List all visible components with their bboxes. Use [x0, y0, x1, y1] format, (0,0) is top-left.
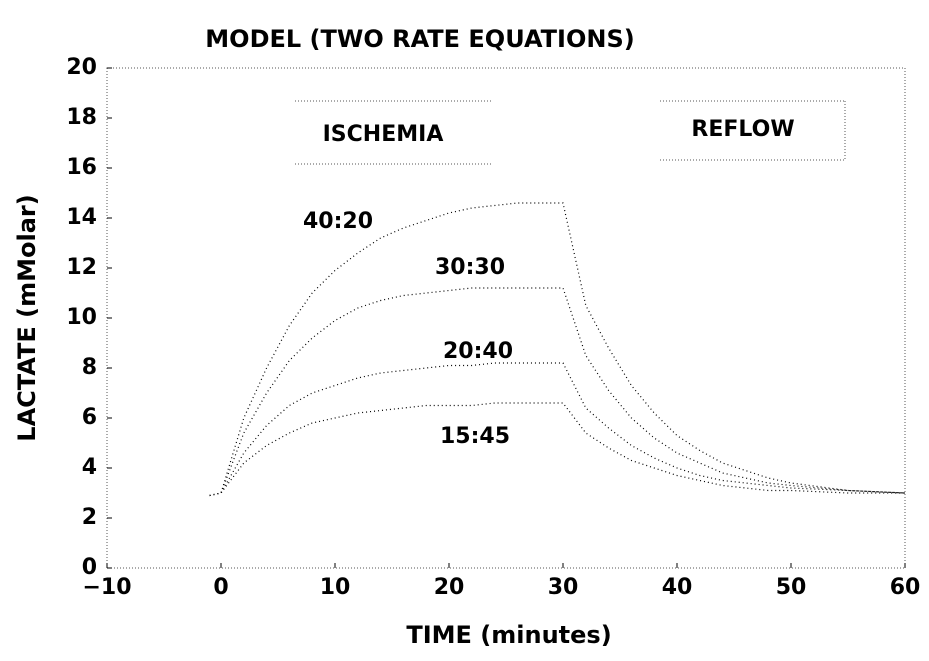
series-line — [209, 402, 905, 497]
series-label: 20:40 — [443, 339, 513, 364]
x-tick-label: 10 — [320, 575, 351, 600]
series-label: 40:20 — [303, 209, 373, 234]
series-label: 15:45 — [440, 424, 510, 449]
y-tick-label: 2 — [82, 505, 97, 530]
series-line — [209, 287, 906, 497]
x-axis-label: TIME (minutes) — [406, 621, 611, 649]
x-tick-label: 0 — [213, 575, 228, 600]
series-label: 30:30 — [435, 255, 505, 280]
annotation: ISCHEMIA — [323, 122, 444, 147]
series-line — [209, 362, 906, 497]
y-tick-label: 6 — [82, 405, 97, 430]
y-tick-label: 0 — [82, 555, 97, 580]
y-tick-label: 18 — [66, 105, 97, 130]
plot-frame — [106, 67, 906, 569]
x-tick-label: −10 — [82, 575, 131, 600]
y-tick-label: 20 — [66, 55, 97, 80]
annotation: REFLOW — [691, 117, 794, 142]
y-tick-label: 16 — [66, 155, 97, 180]
y-axis-label: LACTATE (mMolar) — [13, 194, 41, 441]
y-tick-label: 12 — [66, 255, 97, 280]
x-tick-label: 30 — [548, 575, 579, 600]
chart-title: MODEL (TWO RATE EQUATIONS) — [205, 25, 634, 53]
x-tick-label: 60 — [890, 575, 921, 600]
y-tick-label: 14 — [66, 205, 97, 230]
y-tick-label: 4 — [82, 455, 97, 480]
x-tick-label: 50 — [776, 575, 807, 600]
y-tick-label: 8 — [82, 355, 97, 380]
y-tick-label: 10 — [66, 305, 97, 330]
x-tick-label: 40 — [662, 575, 693, 600]
x-tick-label: 20 — [434, 575, 465, 600]
series-line — [209, 202, 906, 497]
